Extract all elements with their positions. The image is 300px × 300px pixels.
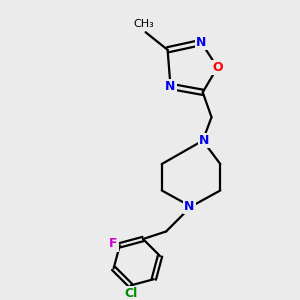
Text: N: N: [196, 36, 206, 49]
Text: Cl: Cl: [124, 287, 137, 300]
Text: N: N: [199, 134, 209, 147]
Text: O: O: [213, 61, 223, 74]
Text: F: F: [109, 237, 118, 250]
Text: N: N: [165, 80, 176, 93]
Text: CH₃: CH₃: [134, 19, 154, 29]
Text: N: N: [184, 200, 195, 213]
